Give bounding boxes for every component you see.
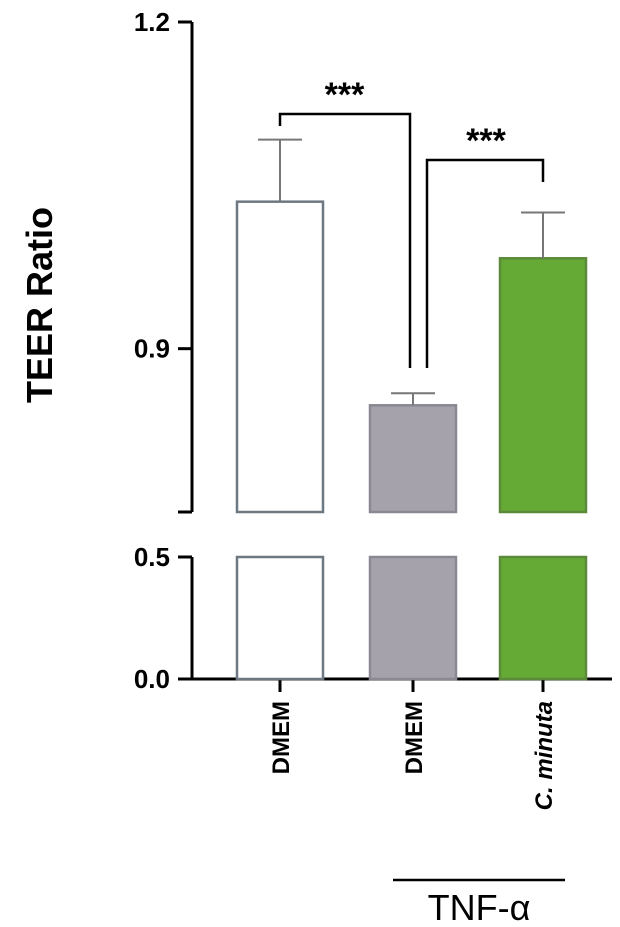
category-label: C. minuta: [531, 701, 558, 810]
error-bars: [258, 138, 565, 406]
y-axis-title: TEER Ratio: [19, 207, 60, 403]
bar-lower-segment: [498, 555, 588, 681]
category-label: DMEM: [401, 701, 428, 774]
bar-lower-segment: [235, 555, 325, 681]
significance-bracket: [425, 158, 545, 368]
labels: 1.2 0.9 0.5 0.0 TEER Ratio *** *** DMEM DMEM C. m…: [19, 7, 558, 927]
bar-upper-segment: [498, 257, 588, 514]
bar-upper-segment: [235, 200, 325, 514]
y-tick-label: 0.9: [134, 334, 170, 364]
significance-bracket: [278, 112, 412, 368]
y-tick-label: 1.2: [134, 7, 170, 37]
y-tick-label: 0.5: [134, 542, 170, 572]
y-tick-label: 0.0: [134, 664, 170, 694]
significance-label: ***: [466, 122, 506, 160]
significance-label: ***: [325, 76, 365, 114]
significance-brackets: [278, 112, 545, 368]
bar-upper-segment: [368, 404, 458, 514]
category-label: DMEM: [268, 701, 295, 774]
group-label: TNF-α: [428, 887, 531, 927]
bar-lower-segment: [368, 555, 458, 681]
bars: [235, 200, 588, 681]
